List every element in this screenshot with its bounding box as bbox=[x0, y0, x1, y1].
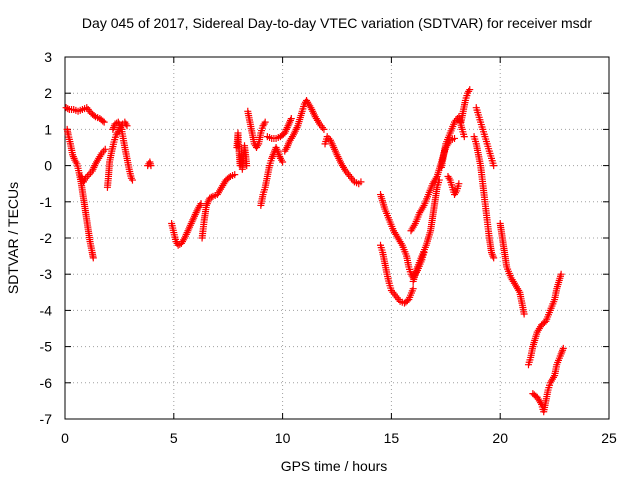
data-point bbox=[100, 118, 108, 126]
data-point bbox=[320, 125, 328, 133]
data-point bbox=[559, 344, 567, 352]
data-points bbox=[62, 86, 567, 416]
data-point bbox=[451, 134, 459, 142]
data-point bbox=[466, 86, 474, 94]
x-tick-label: 15 bbox=[384, 430, 400, 446]
x-axis-title: GPS time / hours bbox=[281, 458, 388, 474]
data-point bbox=[231, 171, 239, 179]
data-point bbox=[490, 162, 498, 170]
y-axis-title: SDTVAR / TECUs bbox=[5, 182, 21, 294]
data-point bbox=[488, 250, 496, 258]
data-point bbox=[122, 120, 130, 128]
data-point bbox=[64, 105, 72, 113]
data-point bbox=[455, 180, 463, 188]
y-tick-label: -6 bbox=[40, 375, 53, 391]
data-point bbox=[225, 174, 233, 182]
y-tick-label: -2 bbox=[40, 230, 53, 246]
data-point bbox=[147, 162, 155, 170]
data-point bbox=[279, 158, 287, 166]
y-tick-label: -7 bbox=[40, 411, 53, 427]
data-point bbox=[123, 122, 131, 130]
y-tick-label: -1 bbox=[40, 194, 53, 210]
data-point bbox=[89, 254, 97, 262]
data-point bbox=[85, 171, 93, 179]
data-point bbox=[90, 112, 98, 120]
data-point bbox=[490, 254, 498, 262]
x-tick-label: 0 bbox=[61, 430, 69, 446]
data-point bbox=[261, 118, 269, 126]
data-point bbox=[128, 176, 136, 184]
y-tick-labels: 3 2 1 0 -1 -2 -3 -4 -5 -6 -7 bbox=[40, 49, 53, 427]
data-point bbox=[409, 285, 417, 293]
data-point bbox=[558, 348, 566, 356]
data-point bbox=[520, 310, 528, 318]
x-tick-labels: 0 5 10 15 20 25 bbox=[61, 430, 617, 446]
y-tick-label: 0 bbox=[44, 158, 52, 174]
x-tick-label: 20 bbox=[492, 430, 508, 446]
y-tick-label: -3 bbox=[40, 266, 53, 282]
y-tick-label: 2 bbox=[44, 85, 52, 101]
data-point bbox=[260, 120, 268, 128]
data-point bbox=[243, 162, 251, 170]
chart-title: Day 045 of 2017, Sidereal Day-to-day VTE… bbox=[82, 15, 592, 31]
data-point bbox=[460, 133, 468, 141]
y-tick-label: 1 bbox=[44, 121, 52, 137]
data-point bbox=[110, 124, 118, 132]
data-point bbox=[99, 117, 107, 125]
x-tick-label: 10 bbox=[275, 430, 291, 446]
data-point bbox=[489, 252, 497, 260]
data-point bbox=[287, 115, 295, 123]
data-point bbox=[465, 87, 473, 95]
y-tick-label: 3 bbox=[44, 49, 52, 65]
data-point bbox=[207, 193, 215, 201]
y-tick-label: -4 bbox=[40, 302, 53, 318]
x-tick-label: 5 bbox=[170, 430, 178, 446]
data-point bbox=[357, 178, 365, 186]
x-tick-label: 25 bbox=[601, 430, 617, 446]
y-tick-label: -5 bbox=[40, 339, 53, 355]
data-point bbox=[101, 145, 109, 153]
data-point bbox=[62, 104, 70, 112]
data-point bbox=[445, 174, 453, 182]
data-point bbox=[557, 270, 565, 278]
data-point bbox=[197, 200, 205, 208]
